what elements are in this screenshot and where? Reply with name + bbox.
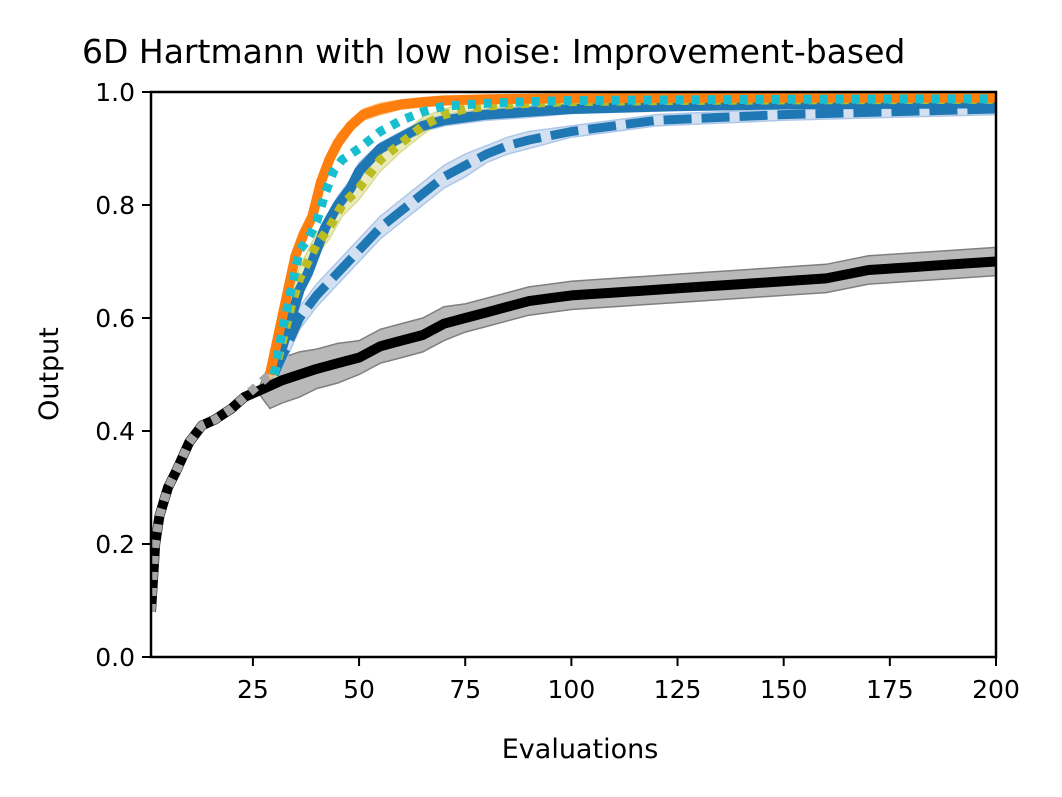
blue-solid-line [269, 98, 996, 376]
blue-dashed-line [270, 104, 996, 377]
y-axis-label: Output [34, 327, 65, 421]
series-lines [151, 92, 996, 613]
x-tick-label: 150 [760, 675, 808, 704]
y-tick-label: 0.4 [95, 417, 135, 446]
x-tick-label: 25 [237, 675, 269, 704]
x-axis-ticks: 25 50 75 100 125 150 175 200 [237, 657, 1020, 704]
olive-dotted-line [269, 94, 996, 376]
y-tick-label: 1.0 [95, 78, 135, 107]
chart-title: 6D Hartmann with low noise: Improvement-… [82, 32, 905, 71]
x-tick-label: 50 [343, 675, 375, 704]
x-tick-label: 100 [548, 675, 596, 704]
x-axis-label: Evaluations [502, 734, 659, 765]
y-tick-label: 0.2 [95, 530, 135, 559]
y-axis-ticks: 0.0 0.2 0.4 0.6 0.8 1.0 [95, 78, 151, 672]
plot-frame [149, 90, 998, 659]
x-tick-label: 75 [449, 675, 481, 704]
y-tick-label: 0.0 [95, 643, 135, 672]
x-tick-label: 125 [654, 675, 702, 704]
x-tick-label: 175 [866, 675, 914, 704]
y-tick-label: 0.6 [95, 304, 135, 333]
y-tick-label: 0.8 [95, 191, 135, 220]
x-tick-label: 200 [972, 675, 1020, 704]
